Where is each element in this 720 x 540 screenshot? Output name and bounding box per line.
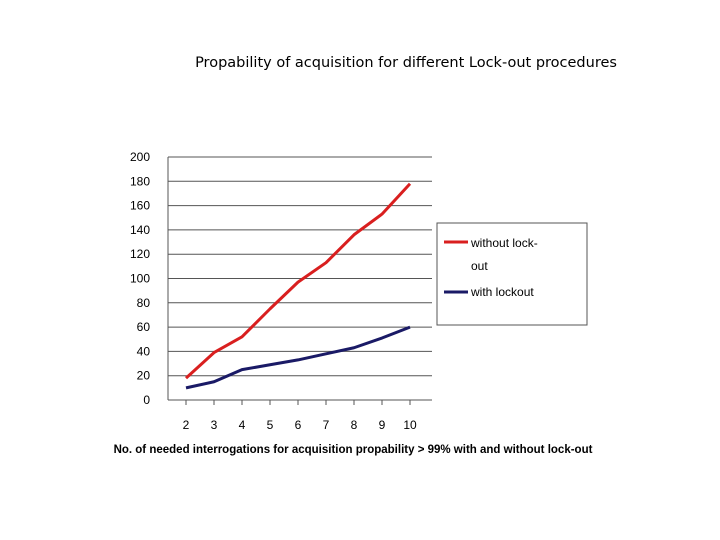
x-tick-label-2: 2 [183,418,190,432]
x-tick-label-5: 5 [267,418,274,432]
x-tick-label-9: 9 [379,418,386,432]
x-axis-tick-labels: 2 3 4 5 6 7 8 9 10 [183,418,417,432]
legend-box [436,222,588,326]
x-tick-label-6: 6 [295,418,302,432]
legend-label-1-0: with lockout [470,285,534,299]
y-tick-label-140: 140 [130,223,150,237]
x-tick-label-10: 10 [403,418,417,432]
x-axis-label: No. of needed interrogations for acquisi… [114,444,593,456]
y-tick-label-160: 160 [130,199,150,213]
y-tick-label-60: 60 [137,320,151,334]
series-lines [184,182,412,390]
y-tick-label-20: 20 [137,369,151,383]
series-line-1 [185,325,411,390]
x-tick-label-3: 3 [211,418,218,432]
legend-label-0-1: out [471,259,488,273]
legend-label-0-0: without lock- [470,236,538,250]
x-tick-label-4: 4 [239,418,246,432]
y-tick-label-180: 180 [130,174,150,188]
y-axis-tick-labels: 0 20 40 60 80 100 120 140 160 180 200 [130,150,150,407]
series-line-0 [184,182,412,380]
y-tick-label-40: 40 [137,344,151,358]
x-tick-label-7: 7 [323,418,330,432]
legend: without lock-out with lockout [436,222,588,326]
y-tick-label-120: 120 [130,247,150,261]
y-tick-label-100: 100 [130,272,150,286]
y-tick-label-80: 80 [137,296,151,310]
x-tick-label-8: 8 [351,418,358,432]
y-tick-label-200: 200 [130,150,150,164]
chart-title: Propability of acquisition for different… [195,55,617,71]
y-tick-label-0: 0 [143,393,150,407]
